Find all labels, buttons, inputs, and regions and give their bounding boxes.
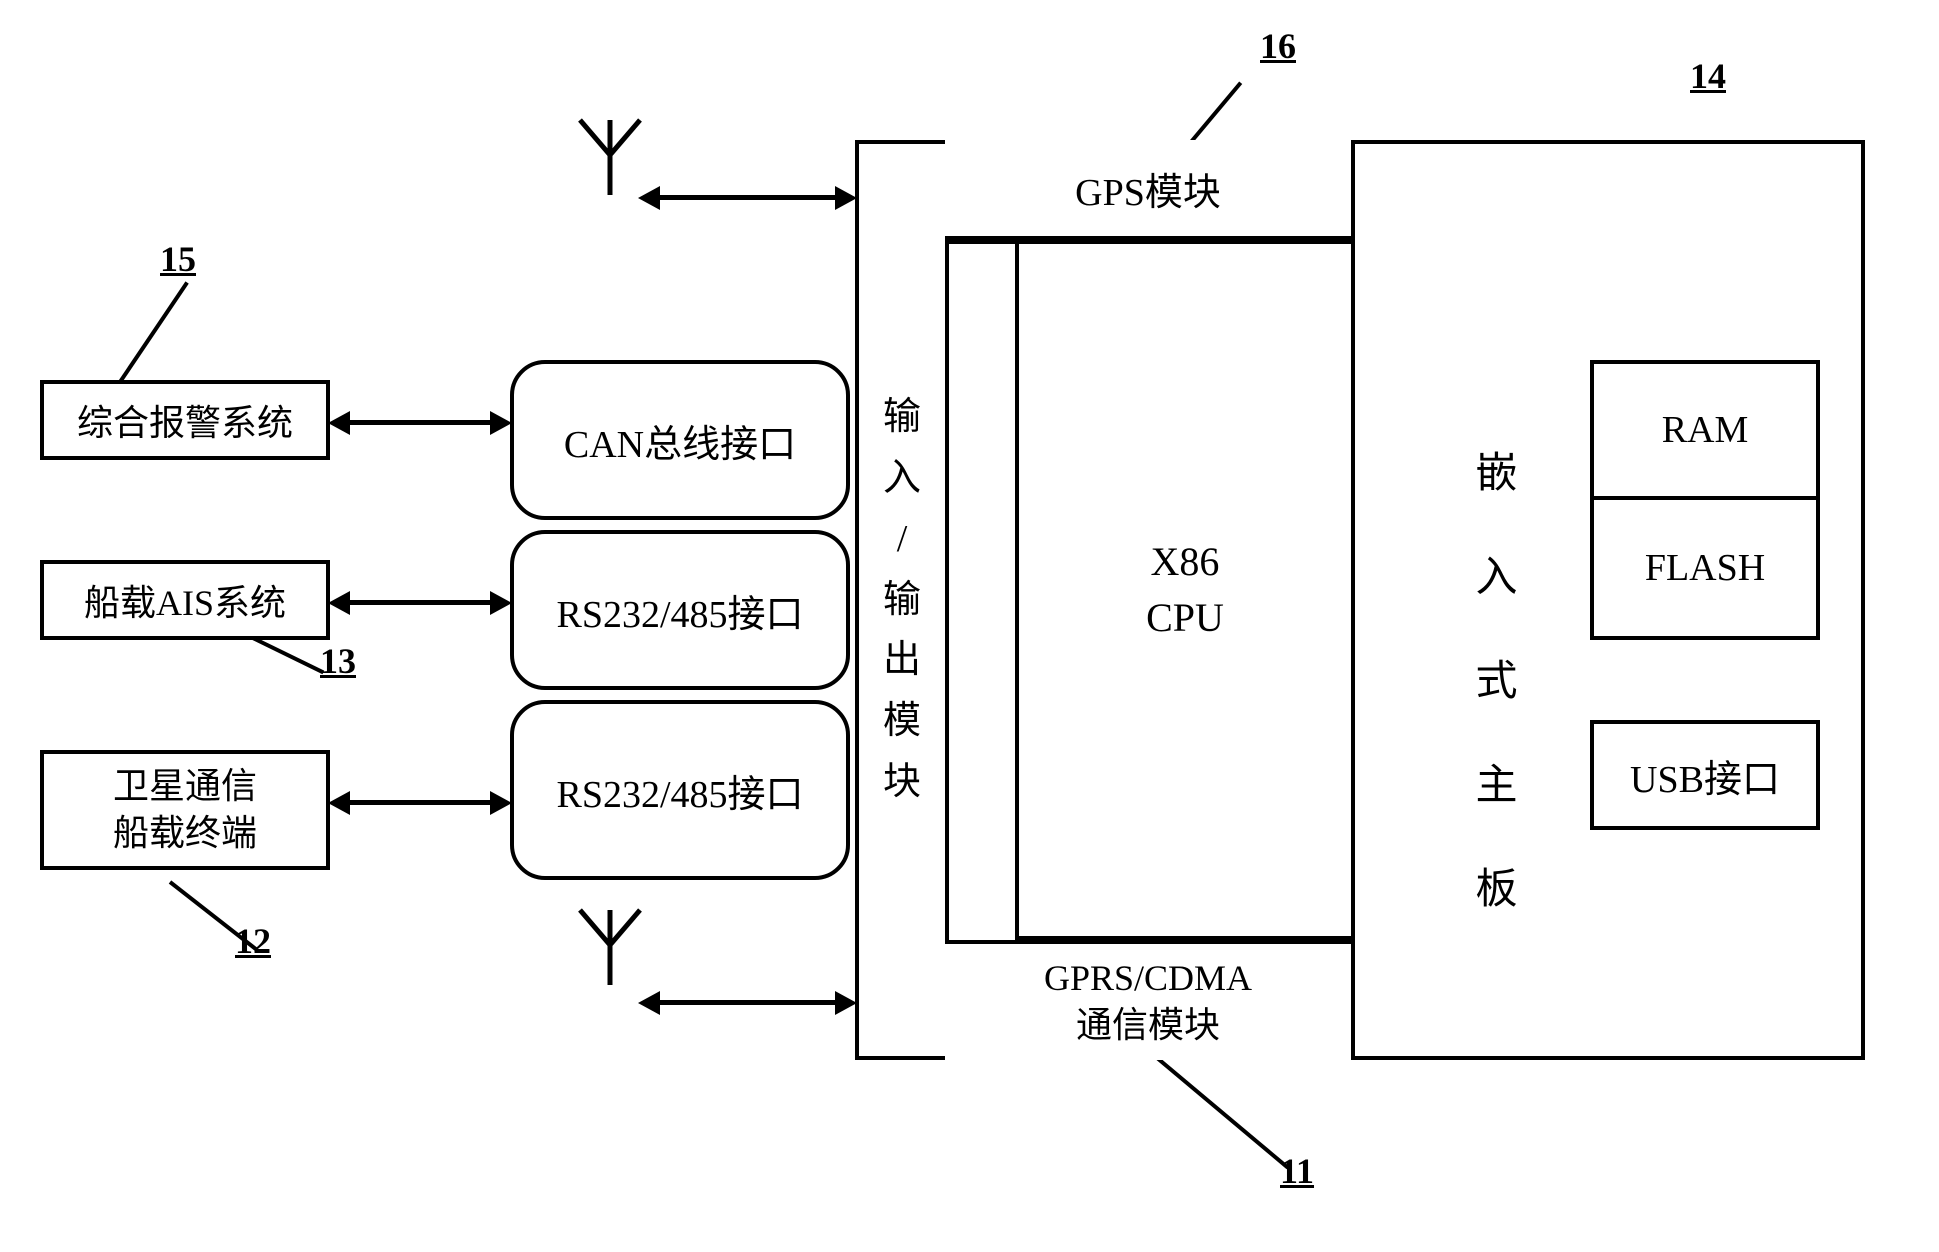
alarm-system-label: 综合报警系统 [77,394,293,446]
arrow-head [490,791,512,815]
flash-box: FLASH [1590,500,1820,640]
ram-label: RAM [1662,408,1749,452]
ais-system-box: 船载AIS系统 [40,560,330,640]
alarm-system-box: 综合报警系统 [40,380,330,460]
mainboard-vertical-label: 嵌 入 式 主 板 [1450,450,1534,945]
rs232-interface-2-label: RS232/485接口 [556,763,803,818]
arrow-head [835,991,857,1015]
rs232-interface-2-box: RS232/485接口 [510,700,850,880]
arrow-head [490,411,512,435]
arrow-antenna-gprs [650,1000,845,1005]
label-15: 15 [160,238,196,280]
can-interface-label: CAN总线接口 [564,413,796,468]
arrow-head [638,991,660,1015]
io-module-box: 输 入 / 输 出 模 块 [855,140,945,1060]
label-16: 16 [1260,25,1296,67]
usb-box: USB接口 [1590,720,1820,830]
cpu-box: X86 CPU [1015,240,1355,940]
rs232-interface-1-box: RS232/485接口 [510,530,850,690]
ram-box: RAM [1590,360,1820,500]
arrow-head [835,186,857,210]
gps-module-label: GPS模块 [1075,161,1221,216]
leader-12 [169,880,258,951]
flash-label: FLASH [1645,546,1765,590]
arrow-head [328,411,350,435]
arrow-sat-rs [340,800,500,805]
rs232-interface-1-label: RS232/485接口 [556,583,803,638]
arrow-head [638,186,660,210]
antenna-gprs-icon [570,900,650,990]
label-11: 11 [1280,1150,1314,1192]
io-module-label: 输 入 / 输 出 模 块 [883,387,921,813]
leader-15 [118,281,188,383]
can-interface-box: CAN总线接口 [510,360,850,520]
arrow-head [490,591,512,615]
sat-terminal-label: 卫星通信 船载终端 [113,763,257,857]
arrow-alarm-can [340,420,500,425]
sat-terminal-box: 卫星通信 船载终端 [40,750,330,870]
leader-11 [1149,1050,1289,1169]
gprs-module-label: GPRS/CDMA 通信模块 [1044,955,1252,1049]
gps-module-box: GPS模块 [945,140,1355,240]
label-14: 14 [1690,55,1726,97]
arrow-ais-rs [340,600,500,605]
cpu-label: X86 CPU [1146,534,1224,646]
gprs-module-box: GPRS/CDMA 通信模块 [945,940,1355,1060]
ais-system-label: 船载AIS系统 [84,574,286,626]
usb-label: USB接口 [1630,748,1780,803]
arrow-head [328,591,350,615]
arrow-head [328,791,350,815]
label-13: 13 [320,640,356,682]
arrow-antenna-gps [650,195,845,200]
connector-top [945,240,1015,244]
label-12: 12 [235,920,271,962]
connector-bottom [945,940,1015,944]
